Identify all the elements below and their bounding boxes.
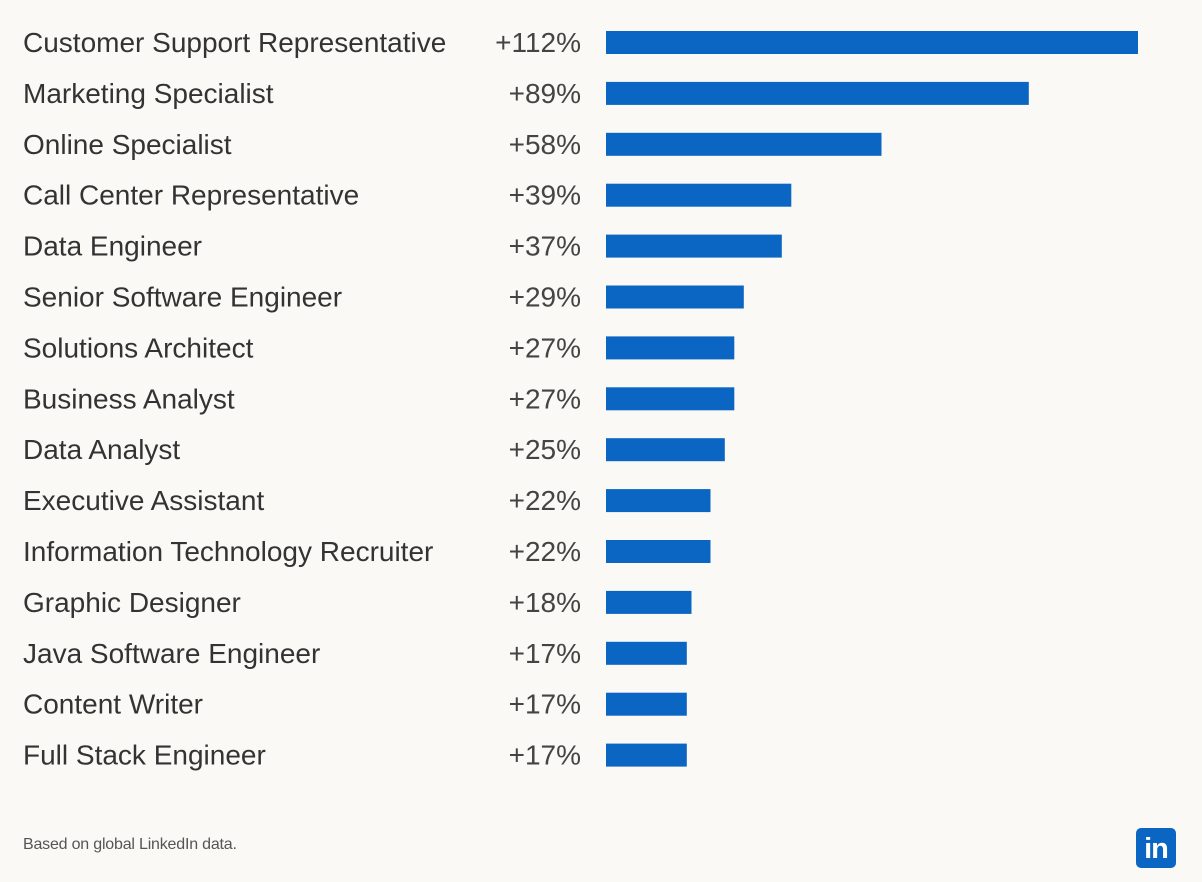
value-label: +22% (509, 536, 581, 567)
value-label: +25% (509, 434, 581, 465)
bar (606, 489, 711, 513)
value-label: +37% (509, 231, 581, 262)
category-label: Graphic Designer (23, 587, 241, 618)
bar (606, 590, 692, 614)
category-label: Senior Software Engineer (23, 282, 342, 313)
bar (606, 81, 1029, 105)
value-label: +17% (509, 638, 581, 669)
category-label: Online Specialist (23, 129, 232, 160)
bar (606, 336, 735, 360)
category-label: Call Center Representative (23, 180, 359, 211)
bar (606, 31, 1138, 54)
value-label: +18% (509, 587, 581, 618)
category-label: Information Technology Recruiter (23, 536, 433, 567)
bar (606, 285, 744, 309)
category-label: Data Engineer (23, 231, 202, 262)
value-label: +112% (495, 27, 581, 58)
bar (606, 540, 711, 563)
bar (606, 743, 687, 767)
bar (606, 132, 882, 156)
value-label: +58% (509, 129, 581, 160)
value-label: +22% (509, 485, 581, 516)
bar (606, 641, 687, 665)
bar (606, 234, 782, 258)
value-label: +27% (509, 383, 581, 414)
category-label: Solutions Architect (23, 332, 254, 363)
category-label: Customer Support Representative (23, 27, 446, 58)
linkedin-logo-text: in (1144, 832, 1169, 865)
category-label: Business Analyst (23, 383, 235, 414)
bar (606, 438, 725, 462)
footnote: Based on global LinkedIn data. (23, 836, 237, 853)
value-label: +17% (509, 740, 581, 771)
bar (606, 387, 735, 411)
value-label: +39% (509, 180, 581, 211)
bar (606, 692, 687, 716)
linkedin-logo-icon: in (1136, 828, 1176, 868)
category-label: Content Writer (23, 689, 203, 720)
value-label: +89% (509, 78, 581, 109)
category-label: Data Analyst (23, 434, 180, 465)
category-label: Java Software Engineer (23, 638, 320, 669)
value-label: +17% (509, 689, 581, 720)
category-label: Marketing Specialist (23, 78, 274, 109)
category-label: Executive Assistant (23, 485, 264, 516)
value-label: +29% (509, 282, 581, 313)
value-label: +27% (509, 332, 581, 363)
bar (606, 183, 792, 207)
category-label: Full Stack Engineer (23, 740, 266, 771)
